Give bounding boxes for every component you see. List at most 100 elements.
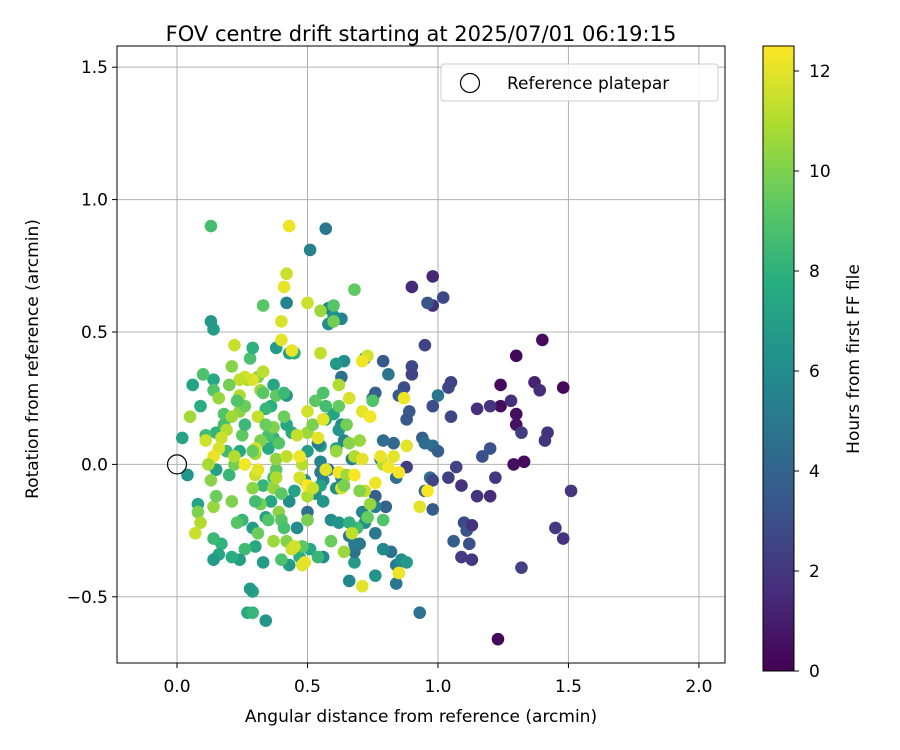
scatter-point: [389, 577, 403, 590]
scatter-point: [507, 458, 520, 471]
scatter-point: [355, 579, 369, 593]
scatter-point: [256, 299, 270, 312]
scatter-point: [191, 505, 205, 519]
scatter-point: [442, 381, 455, 394]
legend-label: Reference platepar: [507, 74, 669, 94]
scatter-point: [400, 556, 413, 569]
scatter-point: [392, 466, 406, 479]
colorbar-tick-label: 8: [809, 262, 820, 282]
scatter-point: [290, 521, 304, 535]
scatter-point: [431, 444, 445, 458]
scatter-point: [204, 315, 218, 328]
scatter-point: [400, 439, 413, 453]
scatter-point: [426, 503, 440, 516]
scatter-point: [332, 378, 346, 392]
scatter-point: [267, 534, 280, 548]
scatter-point: [303, 243, 317, 257]
scatter-point: [324, 534, 338, 548]
scatter-point: [264, 495, 278, 508]
scatter-point: [353, 434, 366, 447]
scatter-point: [355, 354, 369, 368]
scatter-point: [465, 553, 479, 567]
scatter-point: [509, 349, 523, 363]
scatter-point: [204, 473, 218, 487]
colorbar-tick-label: 10: [809, 162, 831, 182]
colorbar-tick-label: 12: [809, 62, 831, 82]
scatter-point: [494, 378, 507, 392]
scatter-point: [332, 399, 346, 413]
y-tick-label: 1.0: [81, 191, 108, 211]
scatter-point: [348, 556, 361, 569]
scatter-point: [329, 444, 343, 458]
scatter-point: [447, 534, 460, 548]
x-tick-label: 0.0: [163, 677, 190, 697]
scatter-point: [316, 495, 330, 508]
scatter-point: [442, 471, 455, 484]
scatter-point: [280, 267, 293, 281]
scatter-point: [392, 566, 406, 580]
scatter-point: [387, 436, 400, 450]
x-tick-label: 1.5: [555, 677, 582, 697]
scatter-point: [549, 521, 562, 535]
scatter-point: [301, 513, 314, 527]
scatter-point: [376, 513, 390, 527]
scatter-point: [515, 426, 528, 439]
scatter-point: [376, 354, 390, 368]
scatter-point: [207, 500, 220, 514]
reference-point: [166, 454, 188, 475]
scatter-point: [374, 450, 387, 463]
scatter-point: [233, 373, 246, 386]
x-tick-label: 2.0: [685, 677, 712, 697]
scatter-point: [277, 386, 291, 400]
colorbar-tick-label: 6: [809, 362, 820, 382]
scatter-point: [455, 479, 468, 492]
scatter-point: [249, 495, 262, 508]
scatter-point: [212, 391, 226, 405]
scatter-point: [517, 455, 531, 469]
scatter-point: [329, 357, 343, 371]
scatter-point: [277, 521, 291, 535]
scatter-point: [249, 540, 262, 553]
scatter-point: [316, 386, 330, 400]
scatter-point: [405, 368, 419, 381]
scatter-point: [309, 394, 322, 408]
scatter-point: [504, 394, 518, 408]
scatter-point: [455, 550, 468, 564]
scatter-point: [348, 468, 361, 482]
legend-marker-icon: [459, 72, 481, 94]
scatter-point: [316, 413, 330, 426]
scatter-point: [207, 553, 220, 567]
grid-lines: [117, 46, 725, 663]
colorbar-label: Hours from first FF file: [844, 264, 864, 454]
scatter-point: [246, 341, 259, 355]
scatter-point: [489, 471, 502, 484]
scatter-point: [282, 495, 296, 508]
scatter-point: [277, 280, 291, 294]
scatter-point: [426, 473, 440, 487]
scatter-point: [369, 526, 382, 540]
legend: Reference platepar: [440, 63, 719, 102]
x-tick-label: 0.5: [294, 677, 321, 697]
scatter-point: [204, 219, 218, 233]
scatter-point: [243, 582, 257, 596]
scatter-point: [470, 402, 484, 416]
scatter-point: [382, 460, 395, 474]
scatter-point: [515, 561, 528, 574]
scatter-point: [256, 386, 270, 400]
scatter-point: [293, 450, 306, 463]
scatter-point: [238, 418, 252, 431]
scatter-points: [175, 219, 578, 646]
scatter-point: [251, 526, 265, 540]
scatter-point: [306, 418, 320, 431]
scatter-point: [259, 418, 273, 431]
scatter-point: [188, 526, 202, 540]
scatter-point: [376, 434, 390, 447]
scatter-point: [476, 450, 489, 463]
x-axis-ticks: 0.0 0.5 1.0 1.5 2.0: [163, 663, 712, 697]
scatter-point: [259, 614, 273, 627]
scatter-point: [363, 497, 377, 511]
scatter-point: [342, 516, 356, 529]
scatter-point: [275, 487, 288, 500]
scatter-point: [491, 632, 505, 646]
